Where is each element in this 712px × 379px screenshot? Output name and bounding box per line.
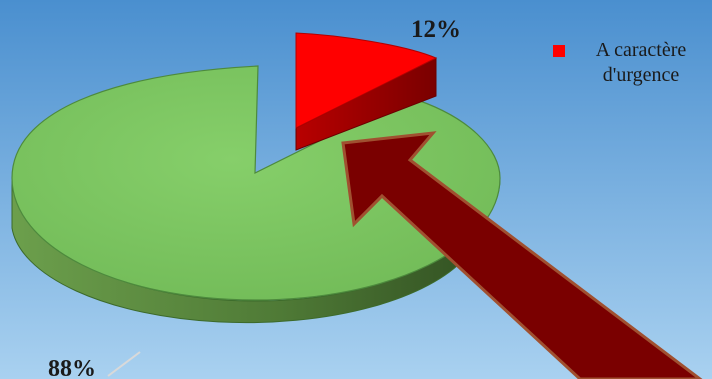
data-label-88: 88% — [48, 356, 96, 379]
leader-line-88 — [107, 351, 141, 377]
legend-item: A caractère d'urgence — [553, 38, 712, 88]
slice-88 — [11, 65, 501, 301]
data-label-12: 12% — [411, 16, 461, 43]
chart-legend: A caractère d'urgence — [553, 38, 712, 88]
highlight-arrow — [341, 131, 703, 379]
slice-12 — [295, 32, 438, 129]
legend-swatch — [553, 45, 565, 57]
legend-label: A caractère d'urgence — [595, 39, 687, 86]
